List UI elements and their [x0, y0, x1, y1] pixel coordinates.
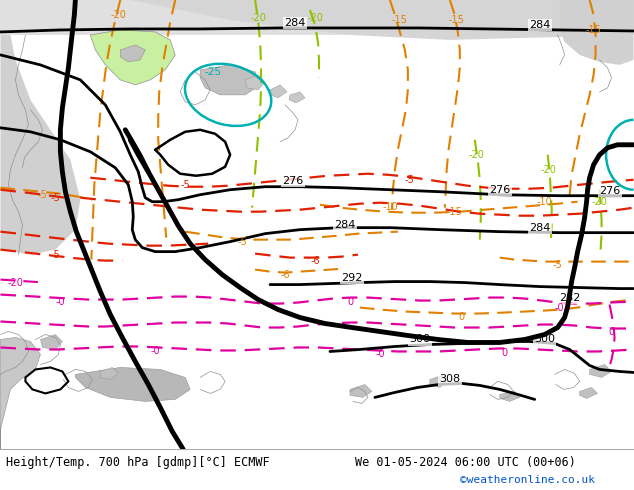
- Text: -5: -5: [237, 237, 247, 246]
- Text: 300: 300: [410, 335, 430, 344]
- Polygon shape: [500, 392, 520, 401]
- Text: -10: -10: [382, 202, 398, 212]
- Polygon shape: [350, 385, 372, 397]
- Polygon shape: [1, 0, 633, 35]
- Text: 300: 300: [534, 335, 555, 344]
- Text: -0: -0: [150, 346, 160, 357]
- Polygon shape: [41, 335, 62, 349]
- Text: 284: 284: [334, 220, 356, 230]
- Text: Height/Temp. 700 hPa [gdmp][°C] ECMWF: Height/Temp. 700 hPa [gdmp][°C] ECMWF: [6, 456, 269, 469]
- Text: 0: 0: [459, 312, 465, 321]
- Polygon shape: [100, 368, 119, 379]
- Text: ©weatheronline.co.uk: ©weatheronline.co.uk: [460, 475, 595, 485]
- Polygon shape: [1, 338, 41, 449]
- Polygon shape: [200, 65, 260, 95]
- Text: -20: -20: [250, 13, 266, 23]
- Text: -20: -20: [541, 165, 557, 175]
- Text: -5: -5: [51, 193, 60, 203]
- Text: 0: 0: [609, 326, 614, 337]
- Polygon shape: [245, 75, 265, 90]
- Text: -6: -6: [310, 256, 320, 266]
- Text: -0: -0: [56, 296, 65, 307]
- Text: -15: -15: [392, 15, 408, 25]
- Text: -25: -25: [205, 67, 222, 77]
- Text: 292: 292: [341, 272, 363, 283]
- Text: -5: -5: [553, 260, 562, 270]
- Text: -15: -15: [447, 207, 463, 217]
- Text: 276: 276: [282, 176, 304, 186]
- Text: 284: 284: [529, 20, 550, 30]
- Text: -6: -6: [280, 270, 290, 280]
- Text: 276: 276: [599, 186, 620, 196]
- Polygon shape: [120, 45, 145, 62]
- Polygon shape: [270, 85, 287, 98]
- Polygon shape: [560, 0, 633, 65]
- Text: We 01-05-2024 06:00 UTC (00+06): We 01-05-2024 06:00 UTC (00+06): [355, 456, 576, 469]
- Polygon shape: [579, 388, 598, 398]
- Text: -20: -20: [8, 277, 23, 288]
- Text: -15: -15: [449, 15, 465, 25]
- Text: 284: 284: [284, 18, 306, 28]
- Text: -0: -0: [555, 302, 564, 313]
- Text: 276: 276: [489, 185, 510, 195]
- Polygon shape: [1, 35, 81, 255]
- Polygon shape: [590, 365, 612, 377]
- Text: 308: 308: [439, 374, 460, 385]
- Text: 284: 284: [529, 222, 550, 233]
- Polygon shape: [130, 0, 633, 40]
- Text: -5: -5: [180, 180, 190, 190]
- Text: -20: -20: [307, 13, 323, 23]
- Text: -10: -10: [537, 196, 553, 207]
- Text: -0: -0: [375, 349, 385, 360]
- Text: 0: 0: [501, 348, 508, 359]
- Text: 0: 0: [347, 296, 353, 307]
- Text: -5: -5: [51, 249, 60, 260]
- Text: -5: -5: [37, 190, 48, 200]
- Polygon shape: [289, 92, 305, 103]
- Polygon shape: [75, 368, 190, 401]
- Text: 282: 282: [559, 293, 580, 302]
- Polygon shape: [90, 30, 175, 85]
- Text: -5: -5: [405, 175, 415, 185]
- Text: -20: -20: [592, 196, 607, 207]
- Polygon shape: [430, 375, 448, 388]
- Text: -20: -20: [110, 10, 126, 20]
- Text: -20: -20: [469, 150, 485, 160]
- Text: -15: -15: [586, 25, 602, 35]
